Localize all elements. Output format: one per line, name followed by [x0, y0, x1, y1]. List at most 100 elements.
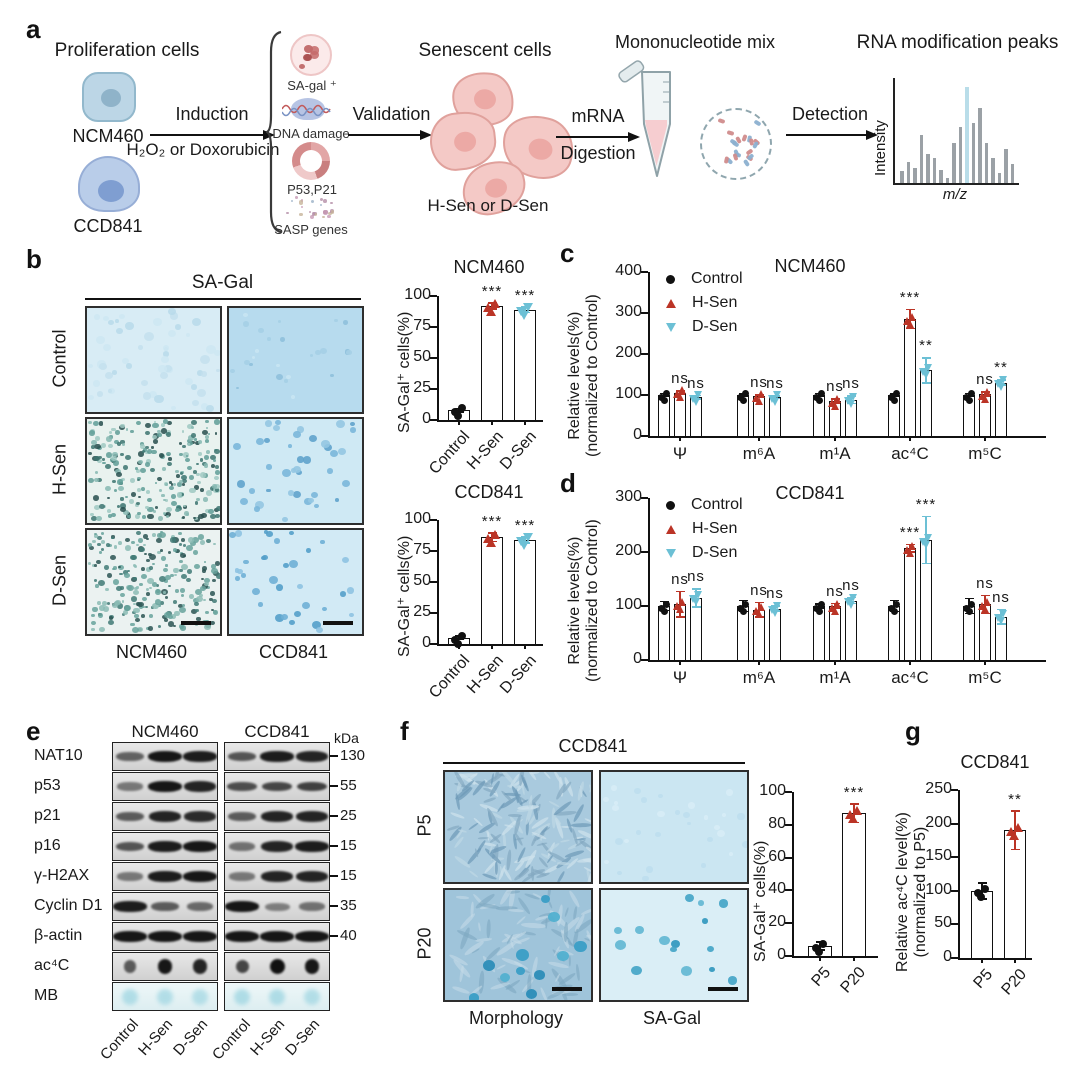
stained-cell	[197, 439, 203, 445]
stained-cell	[183, 543, 187, 547]
bar	[904, 548, 916, 660]
stained-cell	[725, 789, 733, 796]
protein-band	[225, 901, 259, 912]
stained-cell	[129, 478, 135, 484]
stained-cell	[193, 470, 198, 475]
stained-cell	[131, 626, 139, 633]
stained-cell	[294, 611, 301, 618]
digestion-label: Digestion	[560, 143, 636, 163]
validation-label: Validation	[352, 104, 431, 124]
stained-cell	[276, 373, 284, 380]
stained-cell	[111, 602, 118, 609]
y-tick-label: 75	[413, 317, 431, 334]
stained-cell	[93, 534, 98, 539]
ac4c-dot	[157, 959, 173, 974]
tri-up-marker	[677, 386, 686, 395]
stained-cell	[97, 536, 102, 541]
significance-label: ns	[750, 581, 768, 599]
blot-box	[224, 982, 330, 1011]
stained-cell	[515, 948, 530, 961]
stained-cell	[170, 406, 176, 411]
y-tick	[430, 519, 437, 521]
tri-down-marker	[921, 540, 930, 549]
stained-cell	[101, 540, 106, 544]
x-label: P20	[997, 966, 1030, 999]
micrograph-p20-morphology	[443, 888, 593, 1002]
stained-cell	[129, 554, 136, 561]
stained-cell	[254, 349, 259, 353]
circle-marker	[892, 600, 900, 608]
stained-cell	[147, 506, 154, 513]
stained-cell	[468, 993, 479, 1000]
stained-cell	[210, 464, 215, 468]
stained-cell	[172, 483, 176, 487]
stained-cell	[254, 501, 264, 509]
protein-band	[183, 781, 217, 792]
circle-marker	[812, 393, 820, 401]
micrograph-dsen-ncm460	[85, 528, 222, 636]
stained-cell	[140, 486, 146, 491]
stained-cell	[525, 988, 537, 999]
circle-marker	[887, 604, 895, 612]
legend-label: H-Sen	[692, 294, 738, 311]
stained-cell	[183, 510, 189, 516]
bar	[842, 813, 866, 956]
kda-marker: 25	[330, 807, 357, 824]
blot-box	[224, 952, 330, 981]
stained-cell	[181, 564, 188, 571]
stained-cell	[189, 441, 194, 445]
spectrum-peak	[965, 87, 969, 183]
stained-cell	[108, 514, 112, 518]
stained-cell	[145, 431, 150, 436]
category-label: m⁵C	[968, 668, 1002, 687]
stained-cell	[215, 368, 220, 373]
stained-cell	[135, 618, 140, 623]
stained-cell	[169, 485, 174, 490]
stained-cell	[203, 560, 207, 563]
stained-cell	[165, 514, 170, 519]
stained-cell	[728, 851, 734, 856]
stained-cell	[206, 585, 210, 589]
category-label: ac⁴C	[891, 668, 929, 687]
x-tick	[524, 420, 526, 425]
kda-marker: 55	[330, 777, 357, 794]
dna-damage-label: DNA damage	[272, 126, 350, 141]
significance-label: ns	[976, 371, 994, 389]
legend-dsen: D-Sen	[666, 544, 737, 562]
stained-cell	[178, 532, 183, 536]
stained-cell	[165, 451, 171, 457]
y-tick	[785, 955, 792, 957]
stained-cell	[190, 383, 198, 390]
y-tick-label: 0	[633, 650, 642, 667]
chart-g-title: CCD841	[960, 752, 1030, 772]
stained-cell	[158, 603, 162, 607]
stained-cell	[273, 537, 281, 544]
bar	[481, 537, 503, 644]
x-tick	[679, 436, 681, 441]
circle-marker	[890, 607, 898, 615]
micrograph-control-ccd841	[227, 306, 364, 414]
stained-cell	[515, 966, 525, 975]
stained-cell	[170, 483, 174, 486]
stained-cell	[645, 865, 654, 873]
significance-label: ns	[671, 570, 689, 588]
mz-axis-label: m/z	[942, 186, 968, 203]
stained-cell	[233, 442, 242, 450]
stained-cell	[160, 428, 167, 434]
stained-cell	[138, 345, 144, 350]
stained-cell	[615, 837, 623, 845]
stained-cell	[686, 821, 691, 826]
stained-cell	[189, 594, 195, 599]
blot-box	[224, 892, 330, 921]
methylene-blue-dot	[269, 988, 285, 1005]
error-bar-cap	[454, 410, 464, 413]
significance-label: ns	[750, 374, 768, 392]
stained-cell	[130, 429, 134, 433]
stained-cell	[337, 448, 346, 456]
stained-cell	[91, 440, 97, 446]
stained-cell	[334, 498, 340, 503]
stained-cell	[88, 477, 94, 483]
stained-cell	[138, 495, 142, 499]
significance-label: ***	[481, 283, 503, 301]
tri-up-marker	[675, 604, 684, 613]
